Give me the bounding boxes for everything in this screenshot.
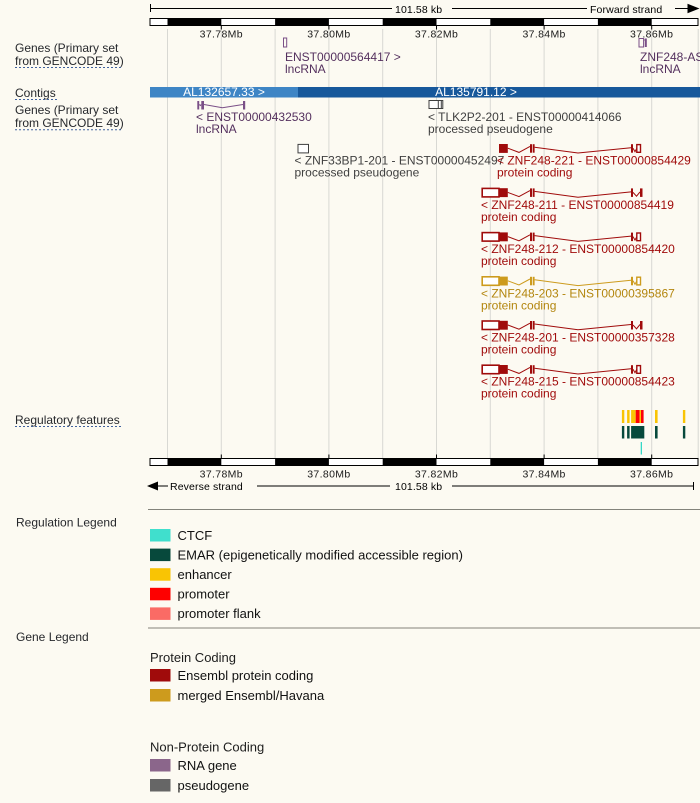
svg-text:< ZNF248-212 - ENST00000854420: < ZNF248-212 - ENST00000854420 [481, 242, 675, 256]
svg-text:Protein Coding: Protein Coding [150, 650, 236, 665]
svg-text:< ZNF33BP1-201 - ENST000004524: < ZNF33BP1-201 - ENST00000452497 [295, 154, 505, 168]
svg-text:37.84Mb: 37.84Mb [522, 468, 565, 480]
svg-text:from GENCODE 49): from GENCODE 49) [15, 54, 124, 68]
svg-text:protein coding: protein coding [481, 343, 556, 357]
svg-text:Gene Legend: Gene Legend [16, 630, 89, 644]
svg-text:promoter flank: promoter flank [178, 606, 262, 621]
svg-text:promoter: promoter [178, 587, 231, 602]
svg-text:from GENCODE 49): from GENCODE 49) [15, 116, 124, 130]
svg-text:Regulatory features: Regulatory features [15, 413, 120, 427]
svg-text:< ENST00000432530: < ENST00000432530 [196, 110, 312, 124]
svg-text:protein coding: protein coding [481, 298, 556, 312]
svg-text:< ZNF248-211 - ENST00000854419: < ZNF248-211 - ENST00000854419 [481, 198, 674, 212]
svg-text:Forward strand: Forward strand [590, 4, 662, 16]
svg-text:EMAR (epigenetically modified: EMAR (epigenetically modified accessible… [178, 547, 463, 562]
svg-text:37.82Mb: 37.82Mb [415, 28, 458, 40]
svg-text:37.78Mb: 37.78Mb [200, 468, 243, 480]
svg-text:RNA gene: RNA gene [178, 758, 237, 773]
svg-text:37.84Mb: 37.84Mb [522, 28, 565, 40]
svg-text:protein coding: protein coding [481, 254, 556, 268]
svg-text:37.80Mb: 37.80Mb [307, 468, 350, 480]
svg-text:processed pseudogene: processed pseudogene [295, 166, 420, 180]
svg-text:CTCF: CTCF [178, 528, 213, 543]
svg-text:lncRNA: lncRNA [196, 122, 237, 136]
svg-text:pseudogene: pseudogene [178, 778, 250, 793]
svg-text:protein coding: protein coding [481, 387, 556, 401]
svg-text:< TLK2P2-201 - ENST00000414066: < TLK2P2-201 - ENST00000414066 [428, 110, 622, 124]
svg-text:< ZNF248-201 - ENST00000357328: < ZNF248-201 - ENST00000357328 [481, 331, 675, 345]
svg-text:Regulation Legend: Regulation Legend [16, 516, 117, 530]
svg-text:ENST00000564417 >: ENST00000564417 > [285, 50, 401, 64]
svg-text:merged Ensembl/Havana: merged Ensembl/Havana [178, 688, 325, 703]
svg-text:Reverse strand: Reverse strand [170, 481, 243, 493]
svg-text:< ZNF248-221 - ENST00000854429: < ZNF248-221 - ENST00000854429 [497, 154, 691, 168]
svg-text:< ZNF248-203 - ENST00000395867: < ZNF248-203 - ENST00000395867 [481, 286, 675, 300]
svg-text:Genes (Primary set: Genes (Primary set [15, 103, 119, 117]
svg-text:< ZNF248-215 - ENST00000854423: < ZNF248-215 - ENST00000854423 [481, 375, 675, 389]
svg-text:101.58 kb: 101.58 kb [395, 4, 442, 16]
svg-text:AL132657.33 >: AL132657.33 > [183, 85, 265, 99]
svg-text:37.80Mb: 37.80Mb [307, 28, 350, 40]
svg-text:lncRNA: lncRNA [285, 62, 326, 76]
svg-text:protein coding: protein coding [497, 166, 572, 180]
svg-text:protein coding: protein coding [481, 210, 556, 224]
svg-text:Ensembl protein coding: Ensembl protein coding [178, 668, 314, 683]
svg-text:37.86Mb: 37.86Mb [630, 28, 673, 40]
svg-text:enhancer: enhancer [178, 567, 233, 582]
svg-text:processed pseudogene: processed pseudogene [428, 122, 553, 136]
svg-text:Genes (Primary set: Genes (Primary set [15, 41, 119, 55]
svg-text:Contigs: Contigs [15, 86, 56, 100]
svg-text:37.86Mb: 37.86Mb [630, 468, 673, 480]
svg-text:37.82Mb: 37.82Mb [415, 468, 458, 480]
svg-text:ZNF248-AS1: ZNF248-AS1 [640, 50, 700, 64]
svg-text:Non-Protein Coding: Non-Protein Coding [150, 739, 264, 754]
svg-text:AL135791.12 >: AL135791.12 > [435, 85, 517, 99]
svg-text:101.58 kb: 101.58 kb [395, 481, 442, 493]
svg-text:37.78Mb: 37.78Mb [200, 28, 243, 40]
svg-text:lncRNA: lncRNA [640, 62, 681, 76]
